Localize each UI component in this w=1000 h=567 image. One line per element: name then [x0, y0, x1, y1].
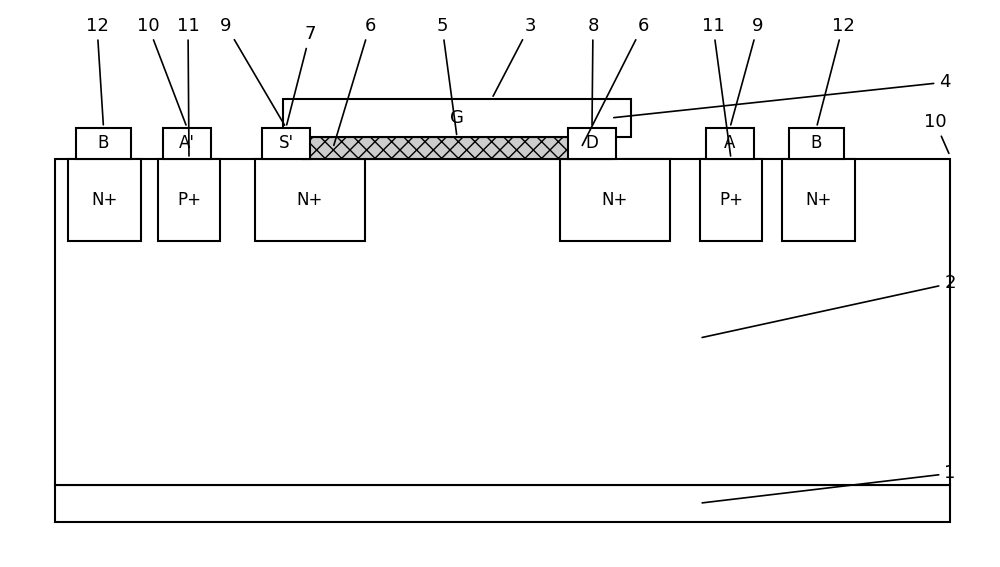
Text: N+: N+ — [91, 191, 118, 209]
Text: 9: 9 — [220, 16, 285, 125]
Bar — [55, 485, 950, 522]
Text: 6: 6 — [334, 16, 376, 145]
Text: 12: 12 — [817, 16, 854, 125]
Bar — [789, 128, 844, 159]
Bar — [55, 159, 950, 485]
Text: N+: N+ — [297, 191, 323, 209]
Text: 11: 11 — [177, 16, 199, 156]
Text: P+: P+ — [719, 191, 743, 209]
Text: N+: N+ — [602, 191, 628, 209]
Text: 5: 5 — [436, 16, 457, 134]
Bar — [782, 159, 855, 241]
Text: 4: 4 — [614, 73, 951, 117]
Text: B: B — [98, 134, 109, 152]
Text: 3: 3 — [493, 16, 536, 96]
Text: D: D — [586, 134, 598, 152]
Text: G: G — [450, 109, 464, 127]
Text: 9: 9 — [731, 16, 764, 125]
Text: 1: 1 — [702, 464, 956, 503]
Bar — [283, 99, 631, 137]
Text: 6: 6 — [582, 16, 649, 146]
Bar — [255, 159, 365, 241]
Bar — [706, 128, 754, 159]
Bar — [568, 128, 616, 159]
Text: 8: 8 — [587, 16, 599, 125]
Text: 12: 12 — [86, 16, 108, 125]
Bar — [303, 137, 611, 159]
Bar — [68, 159, 141, 241]
Bar — [76, 128, 131, 159]
Text: 11: 11 — [702, 16, 731, 156]
Text: N+: N+ — [805, 191, 832, 209]
Text: 2: 2 — [702, 274, 956, 337]
Text: S': S' — [278, 134, 294, 152]
Text: A': A' — [179, 134, 195, 152]
Bar — [262, 128, 310, 159]
Text: B: B — [811, 134, 822, 152]
Bar — [163, 128, 211, 159]
Text: A: A — [724, 134, 736, 152]
Text: 10: 10 — [924, 113, 949, 154]
Bar — [560, 159, 670, 241]
Text: 7: 7 — [287, 25, 316, 125]
Text: P+: P+ — [177, 191, 201, 209]
Bar — [700, 159, 762, 241]
Text: 10: 10 — [137, 16, 186, 125]
Bar — [158, 159, 220, 241]
